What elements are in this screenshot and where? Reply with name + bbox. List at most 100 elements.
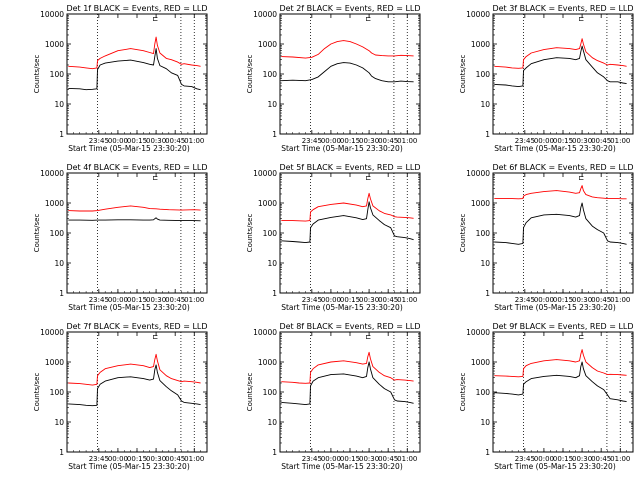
y-tick-label: 100 bbox=[263, 229, 278, 238]
y-tick-label: 10 bbox=[267, 100, 277, 109]
events-series-line bbox=[68, 364, 201, 407]
y-tick-label: 1 bbox=[59, 130, 64, 139]
y-tick-label: 10000 bbox=[253, 10, 277, 19]
x-axis-label: Start Time (05-Mar-15 23:30:20) bbox=[68, 303, 190, 312]
detector-panel-7: 1 10 100 1000 10000 23:4500:0000:1500:3000:45… bbox=[33, 322, 208, 471]
panel-title: Det 7f BLACK = Events, RED = LLD bbox=[66, 322, 207, 331]
lld-series-line bbox=[494, 38, 627, 69]
y-axis-label: Counts/sec bbox=[33, 55, 41, 94]
events-series-line bbox=[494, 361, 627, 403]
y-tick-label: 10000 bbox=[466, 328, 490, 337]
y-axis-label: Counts/sec bbox=[459, 373, 467, 412]
x-tick-label: 23:45 bbox=[515, 455, 535, 463]
y-tick-label: 1000 bbox=[471, 199, 490, 208]
x-axis-label: Start Time (05-Mar-15 23:30:20) bbox=[494, 462, 616, 471]
lld-gap-marker: ⊏ bbox=[152, 15, 158, 23]
x-tick-label: 01:00 bbox=[397, 455, 417, 463]
x-tick-label: 23:45 bbox=[89, 455, 109, 463]
x-axis-label: Start Time (05-Mar-15 23:30:20) bbox=[494, 303, 616, 312]
y-tick-label: 100 bbox=[50, 70, 65, 79]
x-tick-label: 00:15 bbox=[127, 137, 147, 145]
x-tick-label: 01:00 bbox=[610, 296, 630, 304]
y-tick-label: 100 bbox=[476, 70, 491, 79]
y-axis-label: Counts/sec bbox=[246, 373, 254, 412]
x-tick-label: 23:45 bbox=[515, 137, 535, 145]
x-tick-label: 00:30 bbox=[572, 137, 592, 145]
y-tick-label: 100 bbox=[263, 70, 278, 79]
x-tick-label: 00:45 bbox=[591, 455, 611, 463]
x-tick-label: 23:45 bbox=[302, 455, 322, 463]
events-series-line bbox=[68, 217, 201, 222]
x-axis-label: Start Time (05-Mar-15 23:30:20) bbox=[281, 303, 403, 312]
y-axis-label: Counts/sec bbox=[246, 214, 254, 253]
x-tick-label: 00:00 bbox=[534, 137, 554, 145]
y-tick-label: 10 bbox=[267, 259, 277, 268]
panel-title: Det 2f BLACK = Events, RED = LLD bbox=[279, 4, 420, 13]
y-tick-label: 100 bbox=[50, 229, 65, 238]
y-tick-label: 100 bbox=[50, 388, 65, 397]
x-tick-label: 00:00 bbox=[534, 455, 554, 463]
y-tick-label: 1000 bbox=[258, 40, 277, 49]
events-series-line bbox=[494, 45, 627, 88]
y-axis-label: Counts/sec bbox=[246, 55, 254, 94]
y-tick-label: 10000 bbox=[253, 328, 277, 337]
x-tick-label: 01:00 bbox=[184, 137, 204, 145]
y-tick-label: 10 bbox=[54, 418, 64, 427]
plot-frame bbox=[279, 13, 421, 135]
y-tick-label: 10 bbox=[267, 418, 277, 427]
y-tick-label: 10000 bbox=[40, 10, 64, 19]
y-tick-label: 1 bbox=[272, 130, 277, 139]
x-tick-label: 01:00 bbox=[610, 455, 630, 463]
y-tick-label: 10 bbox=[480, 259, 490, 268]
x-tick-label: 23:45 bbox=[515, 296, 535, 304]
plot-frame bbox=[492, 13, 634, 135]
panel-title: Det 8f BLACK = Events, RED = LLD bbox=[279, 322, 420, 331]
x-tick-label: 00:45 bbox=[165, 455, 185, 463]
x-tick-label: 00:15 bbox=[553, 137, 573, 145]
events-series-line bbox=[494, 202, 627, 245]
x-tick-label: 00:30 bbox=[359, 137, 379, 145]
lld-gap-marker: ⊏ bbox=[152, 174, 158, 182]
x-tick-label: 00:45 bbox=[378, 296, 398, 304]
x-axis-label: Start Time (05-Mar-15 23:30:20) bbox=[68, 144, 190, 153]
x-tick-label: 01:00 bbox=[610, 137, 630, 145]
x-tick-label: 00:15 bbox=[340, 296, 360, 304]
panel-title: Det 6f BLACK = Events, RED = LLD bbox=[492, 163, 633, 172]
lld-gap-marker: ⊏ bbox=[578, 15, 584, 23]
detector-panel-8: 1 10 100 1000 10000 23:4500:0000:1500:3000:45… bbox=[246, 322, 421, 471]
x-tick-label: 23:45 bbox=[89, 137, 109, 145]
panel-title: Det 1f BLACK = Events, RED = LLD bbox=[66, 4, 207, 13]
y-axis-label: Counts/sec bbox=[459, 214, 467, 253]
x-axis-label: Start Time (05-Mar-15 23:30:20) bbox=[494, 144, 616, 153]
detector-panel-6: 1 10 100 1000 10000 23:4500:0000:1500:3000:45… bbox=[459, 163, 634, 312]
x-tick-label: 00:15 bbox=[340, 455, 360, 463]
detector-panel-2: 1 10 100 1000 10000 23:4500:0000:1500:3000:45… bbox=[246, 4, 421, 153]
panel-title: Det 4f BLACK = Events, RED = LLD bbox=[66, 163, 207, 172]
events-series-line bbox=[281, 361, 414, 406]
y-tick-label: 1 bbox=[485, 289, 490, 298]
y-tick-label: 100 bbox=[263, 388, 278, 397]
x-tick-label: 00:45 bbox=[165, 296, 185, 304]
lld-series-line bbox=[281, 351, 414, 384]
x-tick-label: 00:00 bbox=[108, 296, 128, 304]
y-axis-label: Counts/sec bbox=[33, 214, 41, 253]
y-tick-label: 10 bbox=[54, 259, 64, 268]
y-tick-label: 1 bbox=[59, 289, 64, 298]
x-tick-label: 00:30 bbox=[572, 455, 592, 463]
lld-series-line bbox=[281, 40, 414, 59]
y-tick-label: 1000 bbox=[45, 358, 64, 367]
x-tick-label: 23:45 bbox=[302, 296, 322, 304]
x-tick-label: 00:15 bbox=[127, 296, 147, 304]
x-tick-label: 00:00 bbox=[108, 455, 128, 463]
y-tick-label: 1000 bbox=[45, 40, 64, 49]
plot-frame bbox=[279, 331, 421, 453]
y-tick-label: 1 bbox=[485, 130, 490, 139]
plot-frame bbox=[66, 172, 208, 294]
y-tick-label: 1000 bbox=[45, 199, 64, 208]
lld-series-line bbox=[494, 185, 627, 200]
x-tick-label: 00:30 bbox=[146, 296, 166, 304]
x-tick-label: 01:00 bbox=[397, 296, 417, 304]
x-tick-label: 23:45 bbox=[89, 296, 109, 304]
x-tick-label: 00:45 bbox=[591, 296, 611, 304]
